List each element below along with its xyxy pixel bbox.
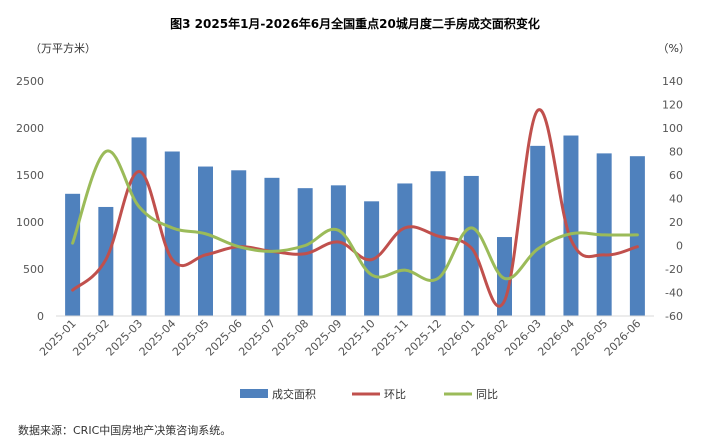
- right-tick-label: 0: [676, 240, 683, 253]
- left-tick-label: 2000: [16, 122, 44, 135]
- right-axis: -60 -40 -20 0 20 40 60 80 100 120 140: [662, 75, 683, 323]
- bar: [164, 151, 180, 316]
- left-axis-unit: （万平方米）: [30, 41, 96, 55]
- bar: [397, 183, 413, 316]
- legend-label: 环比: [384, 388, 406, 401]
- bar: [264, 177, 280, 316]
- legend-swatch: [240, 389, 268, 398]
- bar: [231, 170, 247, 316]
- bar: [131, 137, 147, 316]
- right-tick-label: 40: [669, 193, 683, 206]
- chart-title: 图3 2025年1月-2026年6月全国重点20城月度二手房成交面积变化: [170, 16, 540, 31]
- left-tick-label: 1000: [16, 216, 44, 229]
- right-tick-label: 140: [662, 75, 683, 88]
- x-axis: 2025-012025-022025-032025-042025-052025-…: [37, 317, 643, 359]
- right-axis-unit: （%）: [658, 42, 690, 55]
- left-tick-label: 1500: [16, 169, 44, 182]
- right-tick-label: 60: [669, 169, 683, 182]
- legend-label: 成交面积: [272, 387, 316, 401]
- right-tick-label: 120: [662, 99, 683, 112]
- right-tick-label: -20: [665, 263, 683, 276]
- legend: 成交面积 环比 同比: [240, 387, 498, 401]
- bar: [563, 135, 579, 316]
- bar: [430, 171, 446, 316]
- bar: [497, 237, 512, 316]
- left-tick-label: 0: [37, 310, 44, 323]
- right-tick-label: -60: [665, 310, 683, 323]
- right-tick-label: 20: [669, 216, 683, 229]
- right-tick-label: 80: [669, 146, 683, 159]
- line-series: [71, 108, 639, 308]
- bar: [530, 145, 546, 316]
- right-tick-label: -40: [665, 287, 683, 300]
- x-tick-label: 2026-06: [602, 317, 644, 359]
- bar: [330, 185, 346, 316]
- right-tick-label: 100: [662, 122, 683, 135]
- series-line-huanbi: [71, 108, 639, 308]
- left-axis: 0 500 1000 1500 2000 2500: [16, 75, 44, 323]
- bar: [297, 188, 313, 316]
- source-note: 数据来源：CRIC中国房地产决策咨询系统。: [18, 423, 231, 437]
- bar: [65, 193, 81, 316]
- bar: [198, 166, 213, 316]
- left-tick-label: 500: [23, 263, 44, 276]
- bar-series: [65, 135, 645, 316]
- left-tick-label: 2500: [16, 75, 44, 88]
- legend-label: 同比: [476, 388, 498, 401]
- series-line-tongbi: [71, 149, 639, 282]
